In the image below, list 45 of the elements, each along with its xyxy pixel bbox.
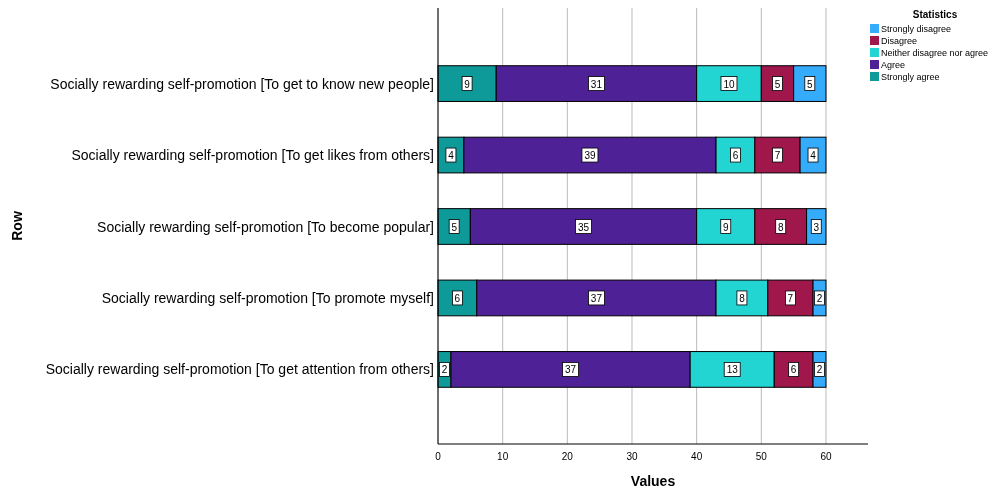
y-tick-label: Socially rewarding self-promotion [To get attention from others] xyxy=(45,361,434,378)
data-label: 7 xyxy=(787,292,794,304)
data-label: 9 xyxy=(464,78,471,90)
x-tick-label: 50 xyxy=(755,451,768,462)
y-tick-label: Socially rewarding self-promotion [To get likes from others] xyxy=(71,147,434,164)
y-axis-title: Row xyxy=(9,211,25,241)
data-label: 4 xyxy=(448,150,455,162)
data-label: 35 xyxy=(577,221,590,233)
data-label: 37 xyxy=(590,292,603,304)
x-axis-title: Values xyxy=(630,473,676,489)
legend-label: Disagree xyxy=(881,36,918,46)
data-label: 8 xyxy=(739,292,746,304)
data-label: 7 xyxy=(774,150,781,162)
legend-label: Strongly agree xyxy=(881,72,940,82)
y-tick-label: Socially rewarding self-promotion [To promote myself] xyxy=(101,289,434,306)
data-label: 2 xyxy=(816,364,823,376)
data-label: 9 xyxy=(722,221,729,233)
x-tick-label: 0 xyxy=(435,451,442,462)
legend-label: Strongly disagree xyxy=(881,24,952,34)
data-label: 2 xyxy=(816,292,823,304)
x-tick-label: 30 xyxy=(626,451,638,462)
x-tick-label: 40 xyxy=(691,451,703,462)
x-tick-label: 10 xyxy=(497,451,509,462)
data-label: 6 xyxy=(454,292,461,304)
y-tick-label: Socially rewarding self-promotion [To get to know new people] xyxy=(50,75,434,92)
data-label: 10 xyxy=(723,78,735,90)
data-label: 13 xyxy=(726,364,739,376)
data-label: 31 xyxy=(590,78,603,90)
data-label: 39 xyxy=(584,150,596,162)
data-label: 8 xyxy=(777,221,784,233)
x-tick-label: 20 xyxy=(561,451,574,462)
data-label: 6 xyxy=(790,364,797,376)
y-tick-label: Socially rewarding self-promotion [To become popular] xyxy=(97,218,434,235)
x-tick-label: 60 xyxy=(820,451,832,462)
data-label: 5 xyxy=(807,78,814,90)
data-label: 4 xyxy=(810,150,817,162)
legend-label: Agree xyxy=(881,60,906,70)
data-label: 5 xyxy=(774,78,781,90)
data-label: 3 xyxy=(813,221,820,233)
data-label: 6 xyxy=(732,150,739,162)
legend-title: Statistics xyxy=(912,9,958,20)
data-label: 5 xyxy=(451,221,458,233)
data-label: 2 xyxy=(441,364,448,376)
legend-label: Neither disagree nor agree xyxy=(881,48,989,58)
data-label: 37 xyxy=(564,364,577,376)
